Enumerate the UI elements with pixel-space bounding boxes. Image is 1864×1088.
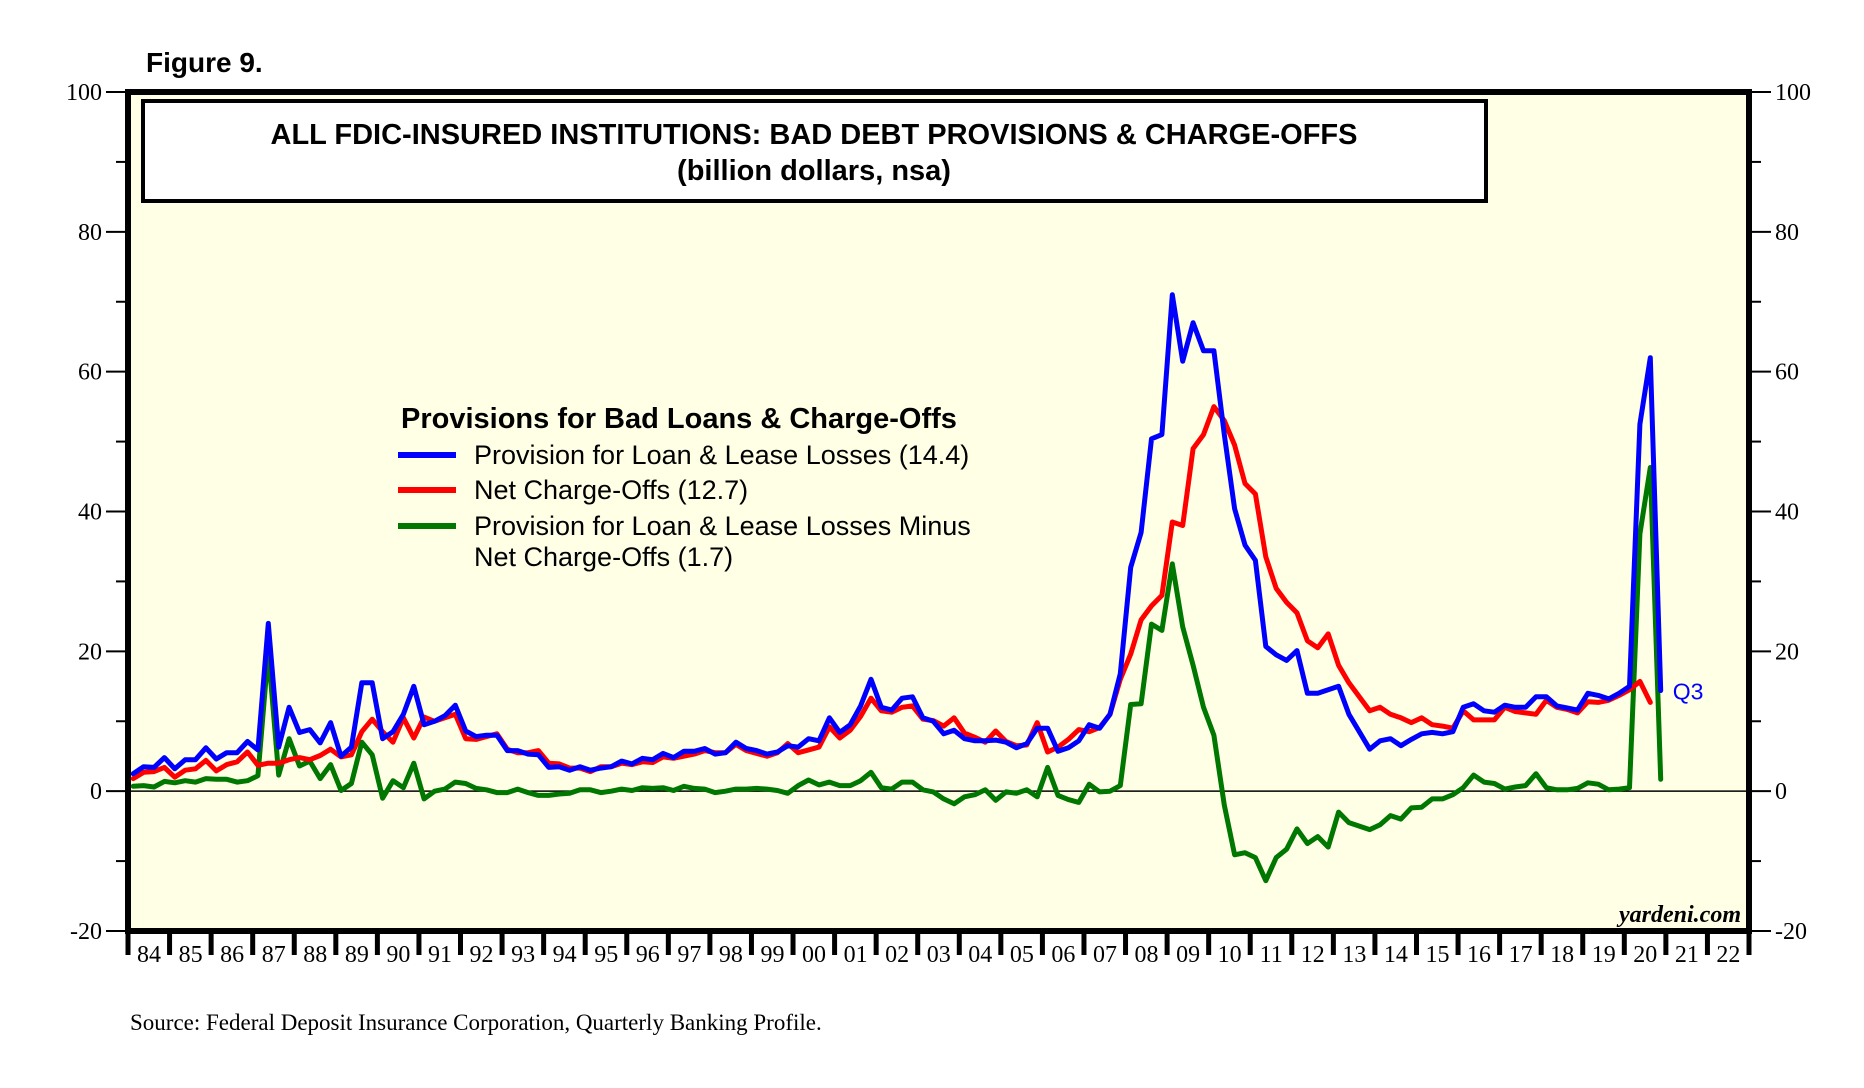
watermark: yardeni.com <box>1616 902 1741 928</box>
y-tick-label-right: 60 <box>1775 360 1799 386</box>
legend-title: Provisions for Bad Loans & Charge-Offs <box>401 403 957 435</box>
x-tick-label: 87 <box>262 942 286 968</box>
y-tick-label-left: 0 <box>90 779 102 805</box>
x-tick-label: 22 <box>1716 942 1740 968</box>
x-tick-label: 05 <box>1010 942 1034 968</box>
y-tick-label-left: 20 <box>78 639 102 665</box>
plot-frame <box>125 89 1752 934</box>
x-tick-label: 07 <box>1093 942 1117 968</box>
series-provision-line <box>130 292 1664 777</box>
x-tick-label: 15 <box>1425 942 1449 968</box>
x-tick-label: 01 <box>844 942 868 968</box>
x-tick-label: 08 <box>1135 942 1159 968</box>
x-tick-label: 91 <box>428 942 452 968</box>
x-tick-label: 86 <box>220 942 244 968</box>
y-tick-label-right: 100 <box>1775 80 1811 106</box>
x-tick-label: 88 <box>303 942 327 968</box>
title-box-frame <box>141 99 1488 203</box>
legend-label-difference-line2: Net Charge-Offs (1.7) <box>474 542 733 572</box>
x-tick-label: 11 <box>1260 942 1283 968</box>
x-axis: 84 85 86 87 88 89 90 91 92 93 94 95 96 97 98 99 00 01 02 03… <box>125 931 1752 968</box>
legend-item-difference: Provision for Loan & Lease Losses Minus … <box>398 511 971 572</box>
latest-quarter-label: Q3 <box>1673 679 1704 705</box>
figure-label: Figure 9. <box>146 47 263 78</box>
y-tick-label-left: 40 <box>78 500 102 526</box>
legend-label-net-chargeoffs: Net Charge-Offs (12.7) <box>474 475 748 505</box>
x-tick-label: 98 <box>719 942 743 968</box>
source-note: Source: Federal Deposit Insurance Corpor… <box>130 1010 822 1035</box>
y-tick-label-right: -20 <box>1775 919 1807 945</box>
x-tick-label: 06 <box>1051 942 1075 968</box>
x-tick-label: 04 <box>968 942 992 968</box>
legend-label-provision: Provision for Loan & Lease Losses (14.4) <box>474 440 969 470</box>
legend: Provisions for Bad Loans & Charge-Offs P… <box>398 403 971 572</box>
x-tick-label: 18 <box>1550 942 1574 968</box>
x-tick-label: 16 <box>1467 942 1491 968</box>
x-tick-label: 03 <box>927 942 951 968</box>
legend-item-net-chargeoffs: Net Charge-Offs (12.7) <box>398 475 748 505</box>
x-tick-label: 96 <box>636 942 660 968</box>
y-tick-label-left: 80 <box>78 220 102 246</box>
title-box: ALL FDIC-INSURED INSTITUTIONS: BAD DEBT … <box>141 99 1488 203</box>
y-tick-label-left: 60 <box>78 360 102 386</box>
y-tick-label-right: 20 <box>1775 639 1799 665</box>
x-tick-label: 10 <box>1218 942 1242 968</box>
chart-title: ALL FDIC-INSURED INSTITUTIONS: BAD DEBT … <box>271 119 1358 151</box>
y-axis-left: -20 0 20 40 60 80 100 <box>66 80 128 945</box>
chart-subtitle: (billion dollars, nsa) <box>677 155 951 187</box>
x-tick-label: 95 <box>594 942 618 968</box>
x-tick-label: 09 <box>1176 942 1200 968</box>
x-tick-label: 17 <box>1509 942 1533 968</box>
x-tick-label: 19 <box>1592 942 1616 968</box>
x-tick-label: 93 <box>511 942 535 968</box>
series-difference-line <box>130 465 1664 884</box>
x-tick-label: 89 <box>345 942 369 968</box>
legend-item-provision: Provision for Loan & Lease Losses (14.4) <box>398 440 969 470</box>
x-tick-label: 13 <box>1342 942 1366 968</box>
y-axis-right: -20 0 20 40 60 80 100 <box>1749 80 1811 945</box>
series-layer <box>130 292 1664 884</box>
x-tick-label: 94 <box>553 942 577 968</box>
x-tick-label: 02 <box>885 942 909 968</box>
x-tick-label: 21 <box>1675 942 1699 968</box>
x-tick-label: 85 <box>179 942 203 968</box>
x-tick-label: 20 <box>1633 942 1657 968</box>
y-tick-label-right: 80 <box>1775 220 1799 246</box>
x-tick-label: 92 <box>470 942 494 968</box>
x-tick-label: 90 <box>386 942 410 968</box>
y-tick-label-right: 0 <box>1775 779 1787 805</box>
y-tick-label-right: 40 <box>1775 500 1799 526</box>
x-tick-label: 12 <box>1301 942 1325 968</box>
y-tick-label-left: 100 <box>66 80 102 106</box>
legend-label-difference-line1: Provision for Loan & Lease Losses Minus <box>474 511 971 541</box>
x-tick-label: 14 <box>1384 942 1408 968</box>
x-tick-label: 00 <box>802 942 826 968</box>
x-tick-label: 97 <box>677 942 701 968</box>
x-tick-label: 99 <box>760 942 784 968</box>
x-tick-label: 84 <box>137 942 161 968</box>
y-tick-label-left: -20 <box>70 919 102 945</box>
